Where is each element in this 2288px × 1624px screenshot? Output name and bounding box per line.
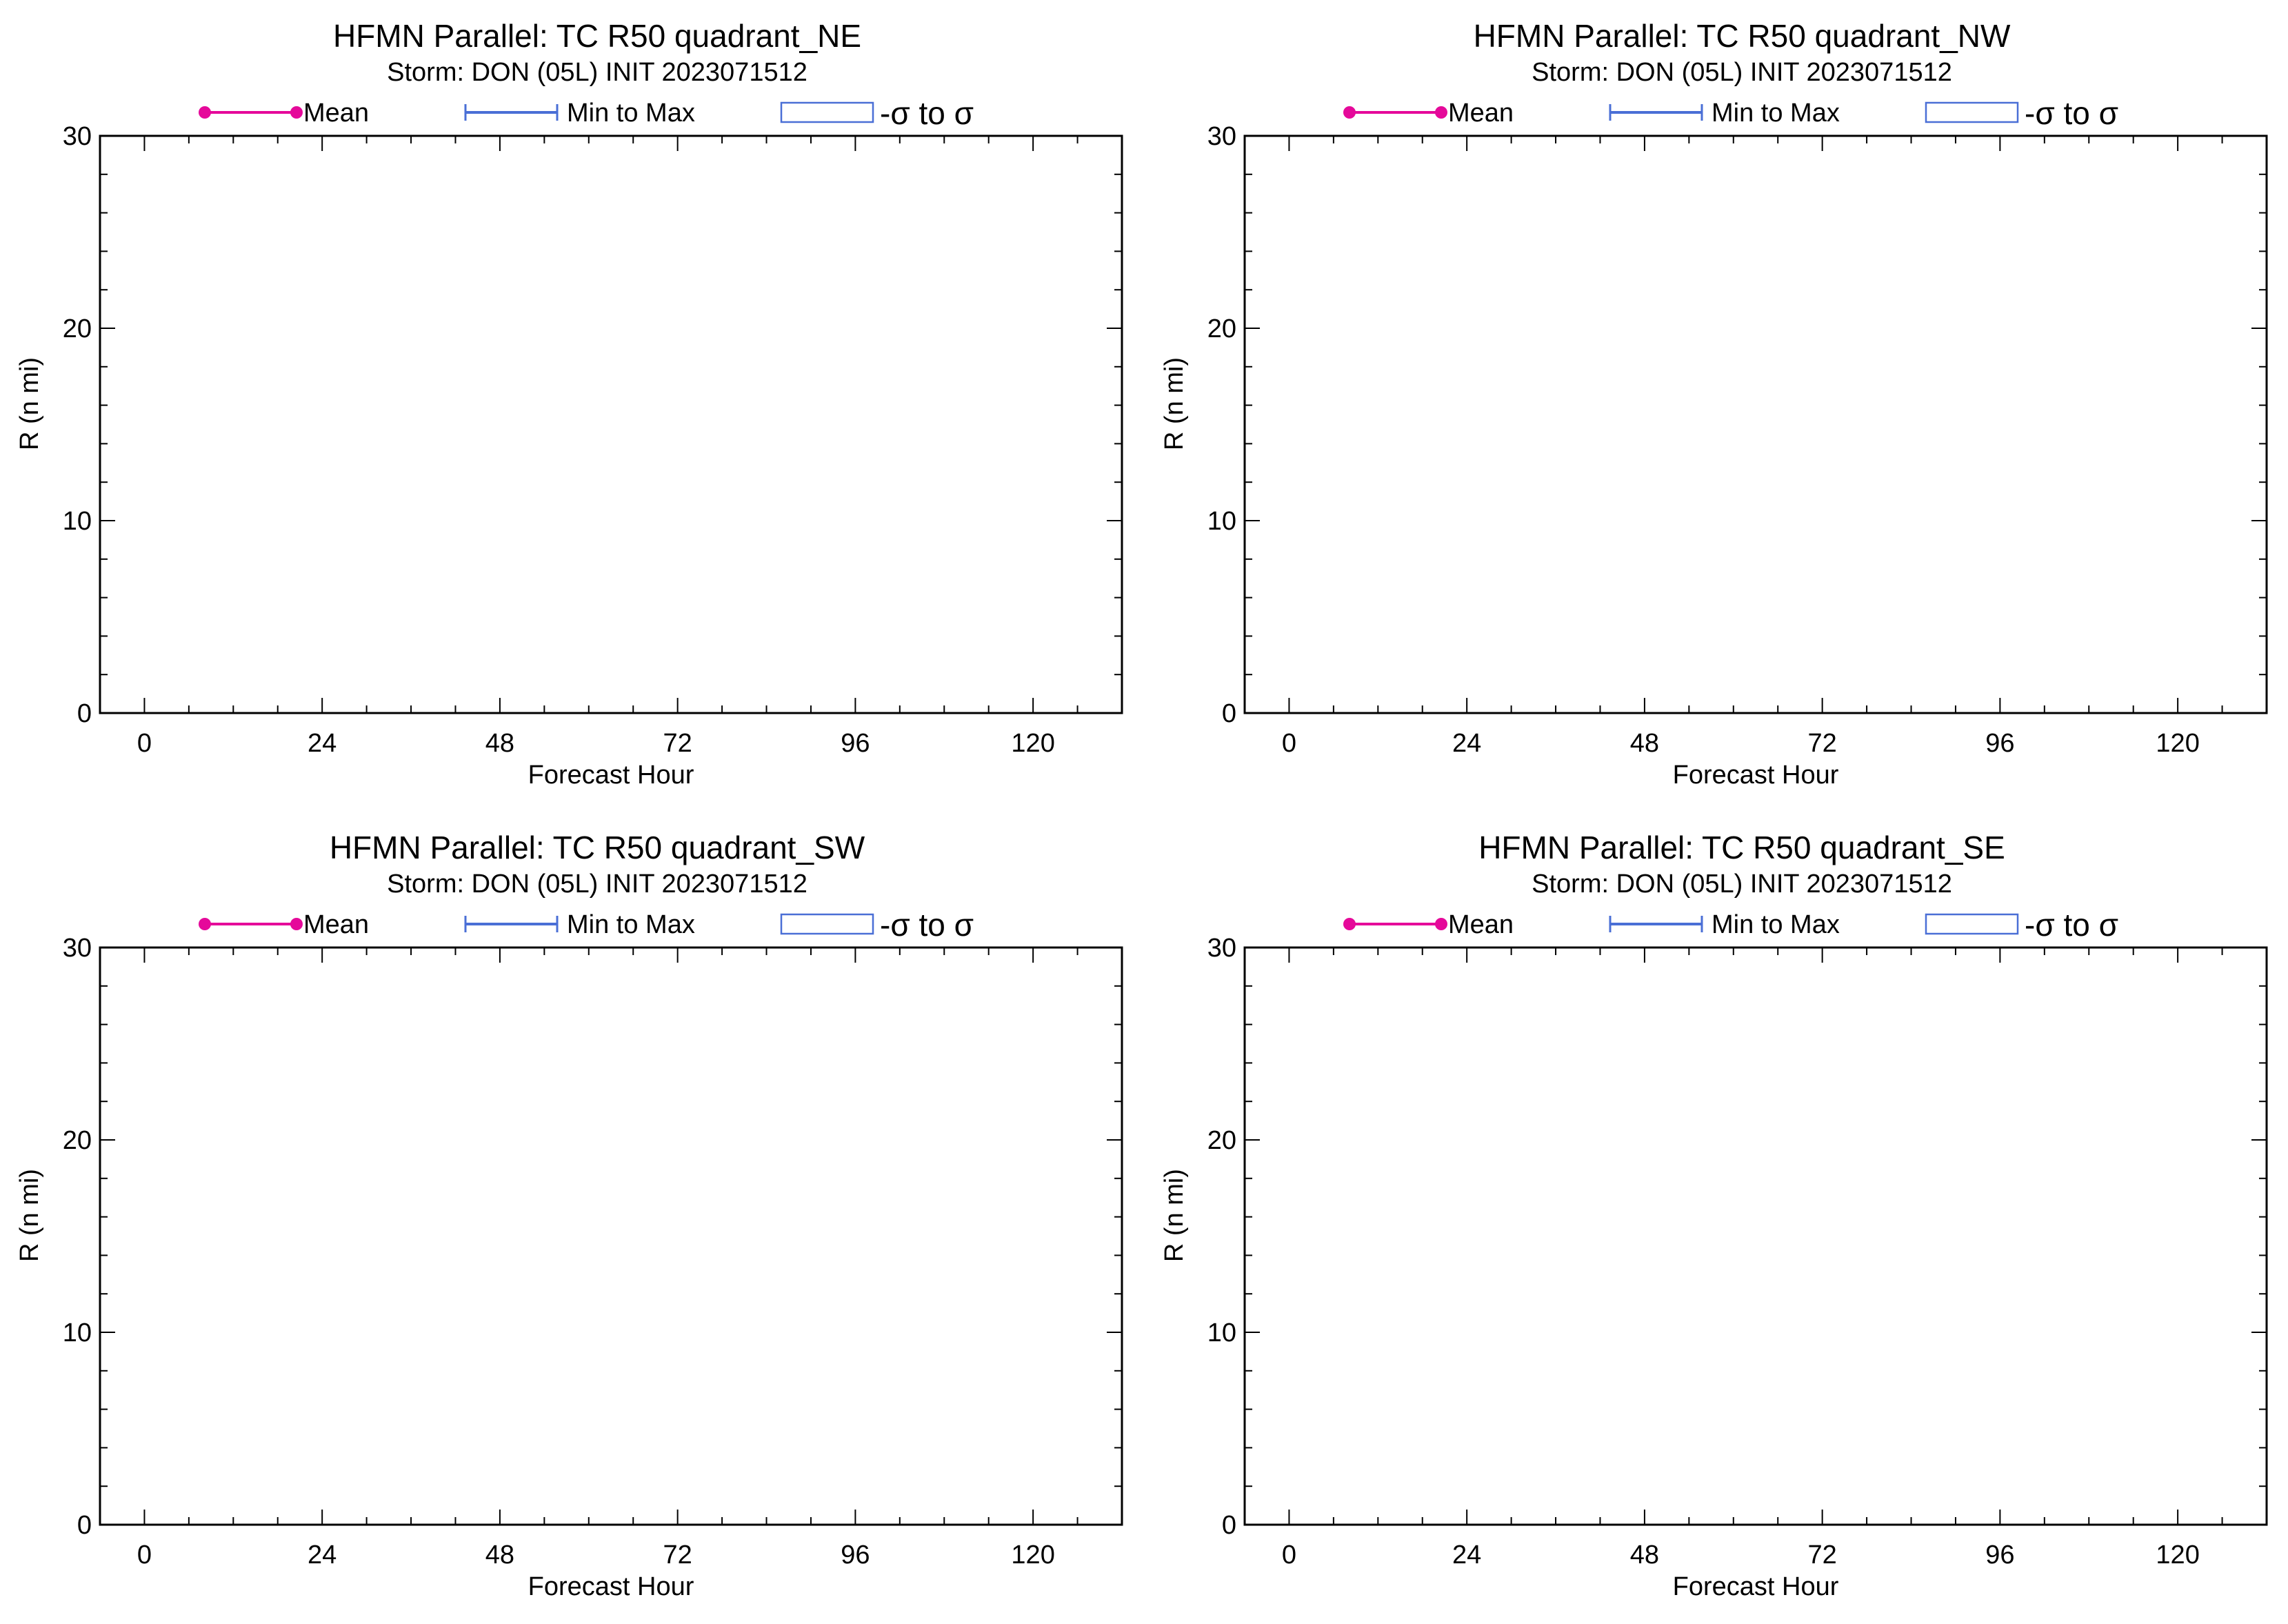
x-tick-label: 0 bbox=[1282, 1541, 1296, 1570]
x-tick-label: 120 bbox=[1011, 1541, 1054, 1570]
legend-mean-label: Mean bbox=[303, 910, 369, 939]
y-tick-label: 0 bbox=[77, 699, 92, 728]
x-tick-label: 96 bbox=[841, 729, 870, 758]
legend-minmax-label: Min to Max bbox=[1712, 910, 1840, 939]
legend-mean-marker bbox=[1435, 918, 1447, 930]
x-tick-label: 48 bbox=[485, 1541, 514, 1570]
y-tick-label: 0 bbox=[1222, 699, 1236, 728]
y-axis-label: R (n mi) bbox=[15, 357, 44, 450]
x-tick-label: 72 bbox=[1808, 729, 1837, 758]
legend-mean-label: Mean bbox=[1448, 99, 1514, 128]
x-tick-label: 48 bbox=[1630, 729, 1659, 758]
y-tick-label: 30 bbox=[1207, 122, 1236, 151]
y-tick-label: 10 bbox=[63, 507, 92, 536]
x-tick-label: 0 bbox=[1282, 729, 1296, 758]
x-tick-label: 72 bbox=[1808, 1541, 1837, 1570]
y-tick-label: 30 bbox=[1207, 934, 1236, 963]
y-axis-label: R (n mi) bbox=[1160, 357, 1189, 450]
legend-sigma-label: -σ to σ bbox=[880, 95, 974, 131]
x-axis-label: Forecast Hour bbox=[528, 761, 694, 790]
x-axis-label: Forecast Hour bbox=[528, 1572, 694, 1601]
y-tick-label: 10 bbox=[63, 1319, 92, 1347]
y-tick-label: 20 bbox=[63, 1126, 92, 1155]
y-tick-label: 10 bbox=[1207, 1319, 1236, 1347]
y-tick-label: 20 bbox=[1207, 1126, 1236, 1155]
legend-mean-marker bbox=[199, 106, 211, 119]
x-tick-label: 48 bbox=[485, 729, 514, 758]
legend-minmax-label: Min to Max bbox=[567, 99, 695, 128]
plot-frame bbox=[1243, 946, 2268, 1526]
x-tick-label: 72 bbox=[663, 1541, 692, 1570]
chart-panel-1: HFMN Parallel: TC R50 quadrant_NE Storm: … bbox=[15, 18, 1123, 790]
x-axis-label: Forecast Hour bbox=[1673, 761, 1839, 790]
legend-sigma-box bbox=[1925, 913, 2019, 935]
legend-mean-marker bbox=[1435, 106, 1447, 119]
x-axis-label: Forecast Hour bbox=[1673, 1572, 1839, 1601]
legend-mean-marker bbox=[1343, 918, 1356, 930]
x-tick-label: 24 bbox=[1452, 729, 1481, 758]
legend-minmax-label: Min to Max bbox=[567, 910, 695, 939]
legend-sigma-box bbox=[1925, 101, 2019, 123]
y-tick-label: 20 bbox=[63, 314, 92, 343]
x-tick-label: 96 bbox=[1985, 729, 2014, 758]
x-tick-label: 24 bbox=[308, 1541, 337, 1570]
chart-subtitle: Storm: DON (05L) INIT 2023071512 bbox=[1532, 58, 1952, 87]
chart-panel-4: HFMN Parallel: TC R50 quadrant_SE Storm: … bbox=[1160, 830, 2268, 1601]
chart-subtitle: Storm: DON (05L) INIT 2023071512 bbox=[1532, 870, 1952, 899]
legend-sigma-label: -σ to σ bbox=[2025, 95, 2118, 131]
legend-sigma-label: -σ to σ bbox=[880, 907, 974, 943]
chart-title: HFMN Parallel: TC R50 quadrant_SE bbox=[1478, 830, 2005, 865]
chart-subtitle: Storm: DON (05L) INIT 2023071512 bbox=[387, 58, 807, 87]
x-tick-label: 24 bbox=[308, 729, 337, 758]
legend: Mean Min to Max -σ to σ bbox=[1343, 95, 2118, 131]
y-tick-label: 20 bbox=[1207, 314, 1236, 343]
legend-mean-marker bbox=[290, 106, 303, 119]
legend-mean-marker bbox=[199, 918, 211, 930]
legend-mean-marker bbox=[290, 918, 303, 930]
y-axis-label: R (n mi) bbox=[1160, 1169, 1189, 1262]
chart-subtitle: Storm: DON (05L) INIT 2023071512 bbox=[387, 870, 807, 899]
y-tick-label: 0 bbox=[1222, 1511, 1236, 1540]
x-tick-label: 0 bbox=[137, 1541, 152, 1570]
x-tick-label: 120 bbox=[2156, 729, 2199, 758]
x-tick-label: 72 bbox=[663, 729, 692, 758]
legend-mean-label: Mean bbox=[1448, 910, 1514, 939]
legend-sigma-label: -σ to σ bbox=[2025, 907, 2118, 943]
x-tick-label: 48 bbox=[1630, 1541, 1659, 1570]
x-tick-label: 24 bbox=[1452, 1541, 1481, 1570]
legend-minmax-label: Min to Max bbox=[1712, 99, 1840, 128]
plot-frame bbox=[99, 134, 1123, 714]
legend-mean-marker bbox=[1343, 106, 1356, 119]
legend: Mean Min to Max -σ to σ bbox=[199, 95, 974, 131]
x-tick-label: 0 bbox=[137, 729, 152, 758]
x-tick-label: 96 bbox=[841, 1541, 870, 1570]
y-tick-label: 30 bbox=[63, 934, 92, 963]
legend: Mean Min to Max -σ to σ bbox=[199, 907, 974, 943]
plot-frame bbox=[99, 946, 1123, 1526]
chart-panel-3: HFMN Parallel: TC R50 quadrant_SW Storm: … bbox=[15, 830, 1123, 1601]
y-tick-label: 30 bbox=[63, 122, 92, 151]
legend-sigma-box bbox=[780, 913, 874, 935]
y-tick-label: 0 bbox=[77, 1511, 92, 1540]
chart-title: HFMN Parallel: TC R50 quadrant_NE bbox=[333, 18, 861, 54]
plot-frame bbox=[1243, 134, 2268, 714]
chart-title: HFMN Parallel: TC R50 quadrant_SW bbox=[330, 830, 865, 865]
legend-mean-label: Mean bbox=[303, 99, 369, 128]
x-tick-label: 120 bbox=[1011, 729, 1054, 758]
y-axis-label: R (n mi) bbox=[15, 1169, 44, 1262]
x-tick-label: 96 bbox=[1985, 1541, 2014, 1570]
chart-title: HFMN Parallel: TC R50 quadrant_NW bbox=[1474, 18, 2011, 54]
y-tick-label: 10 bbox=[1207, 507, 1236, 536]
x-tick-label: 120 bbox=[2156, 1541, 2199, 1570]
legend: Mean Min to Max -σ to σ bbox=[1343, 907, 2118, 943]
chart-panel-2: HFMN Parallel: TC R50 quadrant_NW Storm: … bbox=[1160, 18, 2268, 790]
legend-sigma-box bbox=[780, 101, 874, 123]
